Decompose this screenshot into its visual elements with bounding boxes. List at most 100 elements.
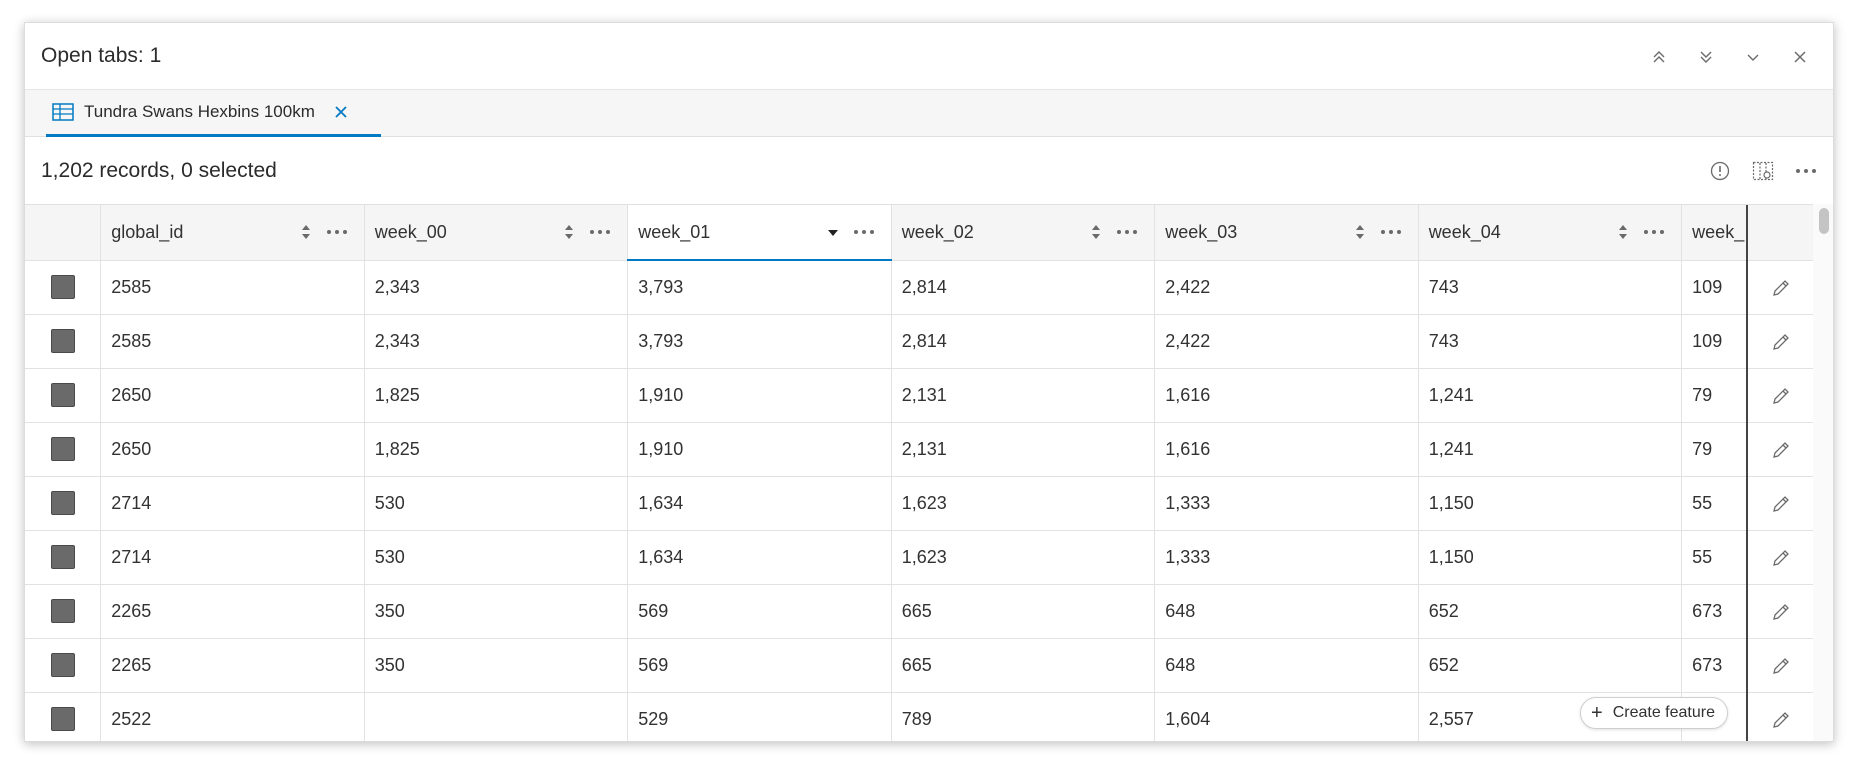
close-panel-button[interactable] xyxy=(1776,37,1823,77)
table-cell[interactable]: 530 xyxy=(364,476,629,531)
sort-icon[interactable] xyxy=(1352,223,1368,241)
table-cell[interactable]: 648 xyxy=(1154,638,1419,693)
expand-all-button[interactable] xyxy=(1682,37,1729,77)
table-cell[interactable]: 2650 xyxy=(100,368,365,423)
column-header-week-01[interactable]: week_01 xyxy=(627,205,892,261)
table-cell[interactable]: 2585 xyxy=(100,260,365,315)
table-cell[interactable]: 529 xyxy=(627,692,892,741)
show-columns-button[interactable] xyxy=(1741,151,1784,191)
table-cell[interactable]: 652 xyxy=(1418,584,1683,639)
table-cell[interactable]: 2,422 xyxy=(1154,314,1419,369)
table-cell[interactable]: 665 xyxy=(891,638,1156,693)
tab-tundra-swans[interactable]: Tundra Swans Hexbins 100km xyxy=(46,90,381,137)
edit-row-button[interactable] xyxy=(1748,261,1813,315)
edit-row-button[interactable] xyxy=(1748,477,1813,531)
column-header-global-id[interactable]: global_id xyxy=(100,205,365,261)
column-menu-icon[interactable] xyxy=(1639,222,1669,242)
table-cell[interactable]: 2,814 xyxy=(891,260,1156,315)
table-cell[interactable]: 2,131 xyxy=(891,422,1156,477)
sort-icon[interactable] xyxy=(298,223,314,241)
sort-icon[interactable] xyxy=(561,223,577,241)
table-cell[interactable]: 569 xyxy=(627,638,892,693)
table-cell[interactable]: 789 xyxy=(891,692,1156,741)
column-menu-icon[interactable] xyxy=(849,222,879,242)
table-cell[interactable]: 2585 xyxy=(100,314,365,369)
table-cell[interactable]: 1,150 xyxy=(1418,530,1683,585)
table-cell[interactable]: 652 xyxy=(1418,638,1683,693)
row-checkbox[interactable] xyxy=(50,545,75,569)
table-cell[interactable]: 2,131 xyxy=(891,368,1156,423)
edit-row-button[interactable] xyxy=(1748,585,1813,639)
table-cell[interactable]: 1,825 xyxy=(364,422,629,477)
table-cell[interactable]: 1,616 xyxy=(1154,422,1419,477)
table-cell[interactable]: 1,910 xyxy=(627,422,892,477)
table-cell[interactable]: 350 xyxy=(364,638,629,693)
table-cell[interactable]: 648 xyxy=(1154,584,1419,639)
edit-row-button[interactable] xyxy=(1748,693,1813,741)
row-checkbox[interactable] xyxy=(50,329,75,353)
table-cell[interactable]: 2714 xyxy=(100,530,365,585)
edit-row-button[interactable] xyxy=(1748,369,1813,423)
row-checkbox[interactable] xyxy=(50,653,75,677)
table-cell[interactable]: 743 xyxy=(1418,260,1683,315)
sort-icon[interactable] xyxy=(1088,223,1104,241)
minimize-button[interactable] xyxy=(1729,37,1776,77)
row-checkbox[interactable] xyxy=(50,437,75,461)
tab-close-button[interactable] xyxy=(331,102,351,122)
table-cell[interactable]: 3,793 xyxy=(627,314,892,369)
table-cell[interactable]: 1,910 xyxy=(627,368,892,423)
table-cell[interactable]: 2,814 xyxy=(891,314,1156,369)
table-row[interactable]: 2585 2,343 3,793 2,814 2,422 743 109 xyxy=(25,260,1813,315)
table-cell[interactable]: 2650 xyxy=(100,422,365,477)
table-row[interactable]: 2714 530 1,634 1,623 1,333 1,150 55 xyxy=(25,530,1813,585)
column-header-week-00[interactable]: week_00 xyxy=(364,205,629,261)
table-cell[interactable]: 1,616 xyxy=(1154,368,1419,423)
table-cell[interactable] xyxy=(364,692,629,741)
row-checkbox[interactable] xyxy=(50,383,75,407)
column-menu-icon[interactable] xyxy=(1376,222,1406,242)
column-header-week-04[interactable]: week_04 xyxy=(1418,205,1683,261)
table-cell[interactable]: 2,343 xyxy=(364,260,629,315)
table-cell[interactable]: 2,422 xyxy=(1154,260,1419,315)
table-cell[interactable]: 1,241 xyxy=(1418,422,1683,477)
table-cell[interactable]: 530 xyxy=(364,530,629,585)
column-menu-icon[interactable] xyxy=(585,222,615,242)
create-feature-button[interactable]: + Create feature xyxy=(1580,697,1728,729)
table-cell[interactable]: 2265 xyxy=(100,638,365,693)
edit-row-button[interactable] xyxy=(1748,423,1813,477)
row-checkbox[interactable] xyxy=(50,491,75,515)
table-cell[interactable]: 1,241 xyxy=(1418,368,1683,423)
table-cell[interactable]: 1,634 xyxy=(627,530,892,585)
table-row[interactable]: 2650 1,825 1,910 2,131 1,616 1,241 79 xyxy=(25,422,1813,477)
info-button[interactable] xyxy=(1698,151,1741,191)
row-checkbox[interactable] xyxy=(50,599,75,623)
edit-row-button[interactable] xyxy=(1748,531,1813,585)
table-cell[interactable]: 3,793 xyxy=(627,260,892,315)
table-cell[interactable]: 1,333 xyxy=(1154,530,1419,585)
table-row[interactable]: 2585 2,343 3,793 2,814 2,422 743 109 xyxy=(25,314,1813,369)
table-cell[interactable]: 1,150 xyxy=(1418,476,1683,531)
vertical-scrollbar[interactable] xyxy=(1813,204,1833,741)
table-row[interactable]: 2265 350 569 665 648 652 673 xyxy=(25,638,1813,693)
table-row[interactable]: 2650 1,825 1,910 2,131 1,616 1,241 79 xyxy=(25,368,1813,423)
table-cell[interactable]: 1,634 xyxy=(627,476,892,531)
table-cell[interactable]: 1,604 xyxy=(1154,692,1419,741)
column-menu-icon[interactable] xyxy=(322,222,352,242)
table-cell[interactable]: 569 xyxy=(627,584,892,639)
table-cell[interactable]: 2265 xyxy=(100,584,365,639)
row-checkbox[interactable] xyxy=(50,275,75,299)
sort-icon[interactable] xyxy=(1615,223,1631,241)
sort-descending-icon[interactable] xyxy=(825,223,841,241)
collapse-all-button[interactable] xyxy=(1635,37,1682,77)
table-cell[interactable]: 743 xyxy=(1418,314,1683,369)
table-cell[interactable]: 1,333 xyxy=(1154,476,1419,531)
edit-row-button[interactable] xyxy=(1748,639,1813,693)
table-row[interactable]: 2714 530 1,634 1,623 1,333 1,150 55 xyxy=(25,476,1813,531)
table-cell[interactable]: 2522 xyxy=(100,692,365,741)
table-cell[interactable]: 2,343 xyxy=(364,314,629,369)
column-menu-icon[interactable] xyxy=(1112,222,1142,242)
table-options-button[interactable] xyxy=(1784,151,1827,191)
table-cell[interactable]: 1,825 xyxy=(364,368,629,423)
table-cell[interactable]: 350 xyxy=(364,584,629,639)
